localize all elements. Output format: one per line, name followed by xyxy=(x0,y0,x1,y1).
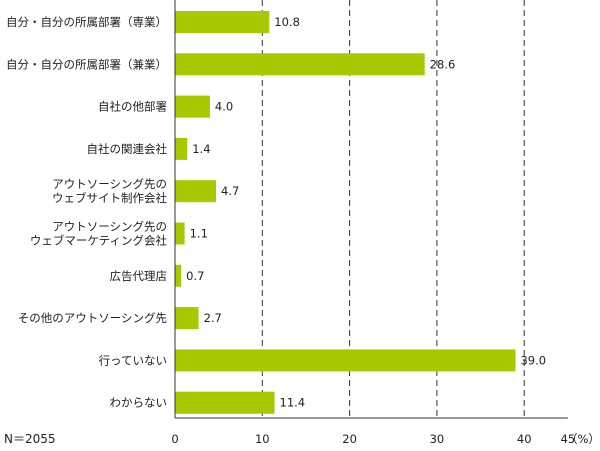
sample-size-note: N＝2055 xyxy=(4,432,56,446)
category-label-7: 広告代理店 xyxy=(110,269,168,283)
category-label-2: 自分・自分の所属部署（兼業） xyxy=(6,57,167,71)
category-label-4: 自社の関連会社 xyxy=(87,142,168,156)
bar-7 xyxy=(175,264,182,287)
x-tick-labels: 0 10 20 30 40 45 xyxy=(171,432,575,446)
bars xyxy=(175,11,516,414)
x-tick-label-0: 0 xyxy=(171,432,178,446)
value-label-2: 28.6 xyxy=(430,57,456,71)
bar-5 xyxy=(175,180,217,203)
x-tick-label-20: 20 xyxy=(342,432,357,446)
value-label-6: 1.1 xyxy=(190,227,208,241)
category-label-6-line-2: ウェブマーケティング会社 xyxy=(30,234,168,248)
value-label-4: 1.4 xyxy=(192,142,210,156)
unit-label: （%） xyxy=(566,432,600,446)
category-label-1: 自分・自分の所属部署（専業） xyxy=(6,15,167,29)
category-label-3: 自社の他部署 xyxy=(98,100,167,114)
category-label-5-line-2: ウェブサイト制作会社 xyxy=(52,191,167,205)
bar-1 xyxy=(175,11,270,33)
x-tick-label-10: 10 xyxy=(255,432,270,446)
value-labels: 10.8 28.6 4.0 1.4 4.7 1.1 0.7 2.7 39.0 11.4 xyxy=(186,15,546,410)
bar-4 xyxy=(175,137,188,160)
bar-10 xyxy=(175,391,275,414)
value-label-3: 4.0 xyxy=(215,100,233,114)
value-label-10: 11.4 xyxy=(280,396,306,410)
bar-2 xyxy=(175,53,425,76)
axes xyxy=(174,0,568,419)
bar-8 xyxy=(175,307,199,330)
value-label-7: 0.7 xyxy=(186,269,204,283)
value-label-5: 4.7 xyxy=(221,184,239,198)
value-label-1: 10.8 xyxy=(274,15,300,29)
category-label-9: 行っていない xyxy=(99,353,167,367)
category-labels: 自分・自分の所属部署（専業） 自分・自分の所属部署（兼業） 自社の他部署自社の関連会… xyxy=(6,15,167,410)
category-label-10: わからない xyxy=(110,396,168,410)
bar-9 xyxy=(175,349,516,372)
x-tick-label-30: 30 xyxy=(430,432,445,446)
bar-3 xyxy=(175,95,210,118)
x-tick-label-45: 45 xyxy=(561,432,576,446)
bar-6 xyxy=(175,222,185,245)
category-label-8: その他のアウトソーシング先 xyxy=(18,311,167,325)
value-label-9: 39.0 xyxy=(520,353,546,367)
category-label-6-line-1: アウトソーシング先の xyxy=(52,220,167,234)
category-label-5-line-1: アウトソーシング先の xyxy=(52,177,167,191)
x-tick-label-40: 40 xyxy=(517,432,532,446)
value-label-8: 2.7 xyxy=(204,311,222,325)
